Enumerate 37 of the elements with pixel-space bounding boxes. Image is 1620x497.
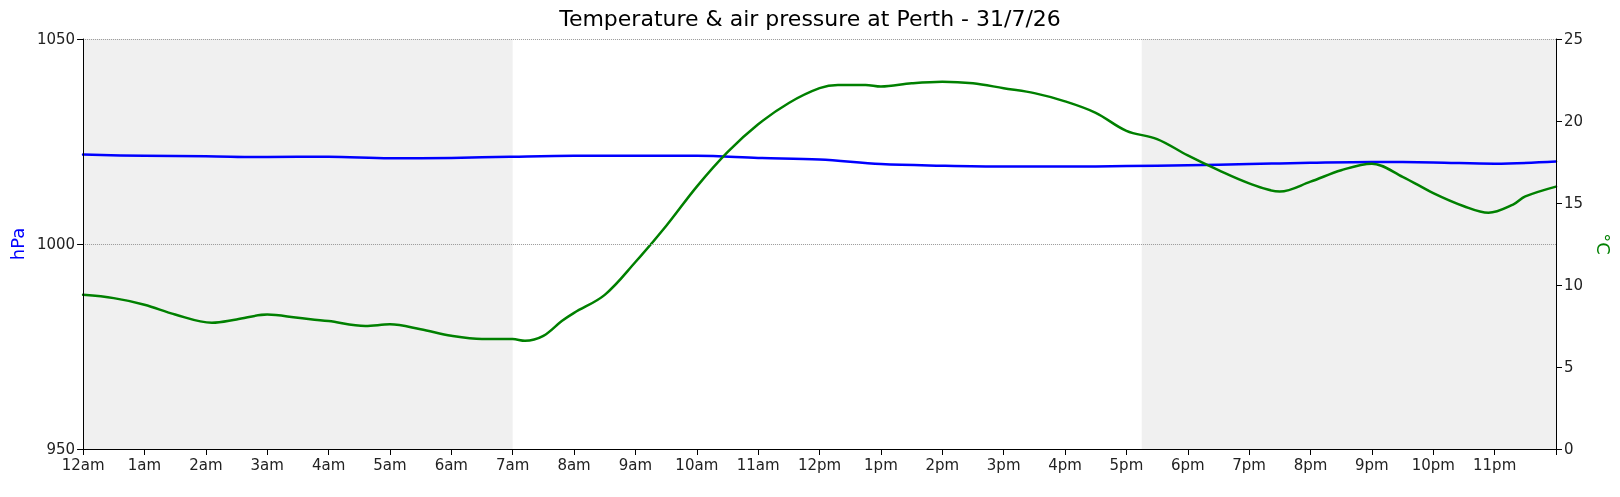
y-axis-title: hPa xyxy=(6,227,28,261)
x-tick-label: 12am xyxy=(61,455,105,474)
y2-tick-label: 10 xyxy=(1564,276,1584,294)
y2-tick-label: 15 xyxy=(1564,194,1584,212)
x-tick-label: 11am xyxy=(736,455,780,474)
x-tick-label: 4pm xyxy=(1048,455,1082,474)
x-tick-label: 3am xyxy=(250,455,284,474)
x-tick-label: 7pm xyxy=(1232,455,1266,474)
x-tick-label: 12pm xyxy=(797,455,842,474)
y2-axis-title: °C xyxy=(1592,233,1614,255)
y2-tick-label: 5 xyxy=(1564,358,1574,376)
x-tick-label: 10am xyxy=(675,455,719,474)
x-tick-label: 9am xyxy=(618,455,653,474)
x-tick-label: 7am xyxy=(496,455,530,474)
y2-tick-label: 20 xyxy=(1564,112,1584,130)
y2-tick-label: 0 xyxy=(1564,440,1574,458)
x-tick-label: 4am xyxy=(311,455,346,474)
y-tick-label: 950 xyxy=(46,440,76,458)
line-series xyxy=(81,153,1558,168)
y-tick-label: 1050 xyxy=(36,30,76,48)
x-tick-label: 5pm xyxy=(1109,455,1144,474)
chart-title: Temperature & air pressure at Perth - 31/7/26 xyxy=(558,5,1061,31)
x-tick-label: 9pm xyxy=(1355,455,1389,474)
x-tick-label: 5am xyxy=(373,455,407,474)
x-tick-label: 2pm xyxy=(925,455,960,474)
y-tick-label: 1000 xyxy=(36,235,76,253)
x-tick-label: 11pm xyxy=(1473,455,1517,474)
x-tick-label: 6am xyxy=(434,455,468,474)
x-tick-label: 2am xyxy=(189,455,223,474)
x-tick-label: 3pm xyxy=(986,455,1021,474)
x-tick-label: 8pm xyxy=(1293,455,1328,474)
x-tick-label: 1pm xyxy=(864,455,898,474)
x-tick-label: 6pm xyxy=(1170,455,1205,474)
x-tick-label: 1am xyxy=(127,455,162,474)
x-tick-label: 8am xyxy=(557,455,591,474)
y2-tick-label: 25 xyxy=(1564,30,1584,48)
x-tick-label: 10pm xyxy=(1411,455,1455,474)
